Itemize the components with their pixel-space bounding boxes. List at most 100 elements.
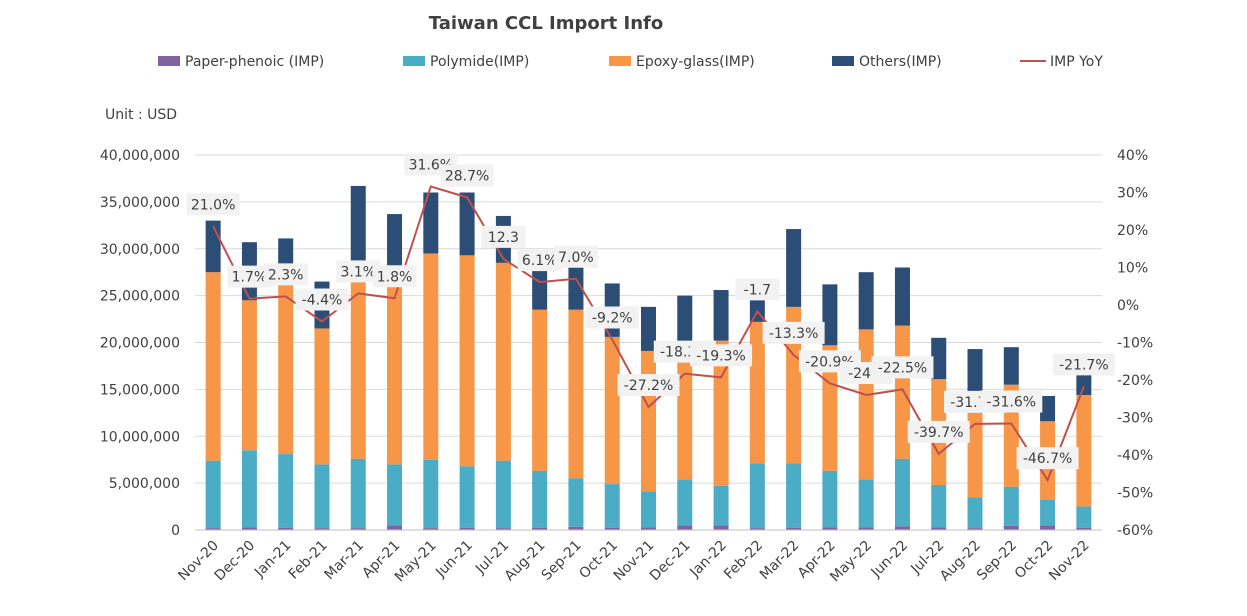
- bar-segment: [459, 255, 475, 467]
- bar-segment: [423, 459, 439, 529]
- bar-segment: [894, 325, 910, 459]
- yoy-point: [466, 196, 468, 198]
- y-left-tick-label: 15,000,000: [100, 382, 180, 398]
- yoy-point: [285, 295, 287, 297]
- bar-segment: [749, 321, 765, 464]
- x-tick-label: Dec-21: [647, 538, 694, 585]
- data-label-box: [263, 263, 308, 286]
- bar-segment: [350, 185, 366, 261]
- y-right-tick-label: -30%: [1117, 411, 1153, 427]
- bar-segment: [1040, 500, 1056, 526]
- bar-segment: [967, 349, 983, 404]
- x-tick-label: Feb-21: [286, 538, 331, 583]
- yoy-point: [394, 297, 396, 299]
- bar-segment: [532, 309, 548, 471]
- bar-segment: [858, 527, 874, 530]
- bar-segment: [495, 528, 511, 530]
- bar-segment: [677, 295, 693, 351]
- bar-segment: [1040, 525, 1056, 530]
- bar-segment: [1040, 395, 1056, 422]
- bar-segment: [822, 345, 838, 471]
- x-tick-label: Aug-21: [502, 538, 549, 585]
- data-label-box: [227, 265, 272, 288]
- data-label: 21.0%: [191, 197, 235, 213]
- y-right-tick-label: 10%: [1117, 261, 1148, 277]
- bar-segment: [568, 478, 584, 527]
- data-label-box: [690, 344, 753, 367]
- y-right-tick-label: 20%: [1117, 223, 1148, 239]
- yoy-point: [502, 258, 504, 260]
- bar-segment: [604, 527, 620, 530]
- bar-segment: [967, 528, 983, 530]
- yoy-point: [539, 281, 541, 283]
- x-tick-label: Feb-22: [721, 538, 766, 583]
- y-right-tick-label: -50%: [1117, 486, 1153, 502]
- data-label-box: [735, 278, 780, 301]
- bar-segment: [641, 306, 656, 351]
- x-tick-label: Mar-21: [322, 538, 368, 584]
- bar-segment: [786, 463, 802, 528]
- bar-segment: [314, 464, 330, 529]
- y-left-tick-label: 5,000,000: [109, 476, 180, 492]
- unit-label: Unit : USD: [105, 107, 177, 123]
- bar-segment: [532, 470, 548, 528]
- yoy-point: [793, 354, 795, 356]
- data-label-box: [440, 164, 494, 187]
- x-tick-label: Nov-22: [1046, 538, 1093, 585]
- data-label: 1.7%: [232, 270, 268, 286]
- bar-segment: [387, 464, 403, 526]
- bar-segment: [387, 286, 403, 465]
- legend-label: Epoxy-glass(IMP): [636, 54, 755, 70]
- bar-segment: [894, 526, 910, 530]
- x-tick-label: Mar-22: [757, 538, 803, 584]
- bar-segment: [241, 450, 257, 528]
- y-left-tick-label: 10,000,000: [100, 429, 180, 445]
- bar-segment: [568, 309, 584, 479]
- data-label: -13.3%: [769, 326, 819, 342]
- data-label-box: [295, 288, 349, 311]
- yoy-point: [720, 376, 722, 378]
- y-right-tick-label: 0%: [1117, 298, 1139, 314]
- y-right-tick-label: 30%: [1117, 186, 1148, 202]
- bar-segment: [931, 485, 947, 528]
- data-label-box: [871, 356, 934, 379]
- y-right-tick-label: -20%: [1117, 373, 1153, 389]
- legend-label: Polymide(IMP): [430, 54, 529, 70]
- bar-segment: [822, 527, 838, 530]
- legend-swatch: [832, 56, 854, 66]
- bar-segment: [350, 260, 366, 459]
- bar-segment: [278, 280, 294, 455]
- legend-label: Others(IMP): [859, 54, 942, 70]
- bar-segment: [459, 192, 475, 256]
- bar-segment: [350, 528, 366, 530]
- chart-title: Taiwan CCL Import Info: [429, 13, 663, 34]
- data-label-box: [1052, 353, 1115, 376]
- yoy-point: [212, 225, 214, 227]
- data-label-box: [481, 225, 526, 248]
- x-tick-label: Aug-22: [937, 538, 984, 585]
- y-left-tick-label: 30,000,000: [100, 242, 180, 258]
- data-label: -9.2%: [592, 311, 633, 327]
- data-label: 28.7%: [445, 168, 489, 184]
- bar-segment: [423, 528, 439, 530]
- bar-segment: [967, 403, 983, 498]
- bar-segment: [1076, 395, 1092, 507]
- data-label-box: [553, 245, 598, 268]
- bar-segment: [786, 306, 802, 464]
- bar-segment: [1076, 506, 1092, 528]
- yoy-point: [1010, 423, 1012, 424]
- yoy-point: [865, 394, 867, 396]
- yoy-point: [357, 292, 359, 294]
- bar-segment: [604, 336, 620, 485]
- yoy-point: [829, 382, 831, 384]
- yoy-point: [756, 310, 758, 312]
- bar-segment: [822, 470, 838, 528]
- bar-segment: [677, 479, 693, 526]
- bar-segment: [713, 485, 729, 526]
- bar-segment: [749, 463, 765, 529]
- bar-segment: [314, 528, 330, 530]
- bar-segment: [713, 290, 729, 341]
- bar-segment: [568, 260, 584, 310]
